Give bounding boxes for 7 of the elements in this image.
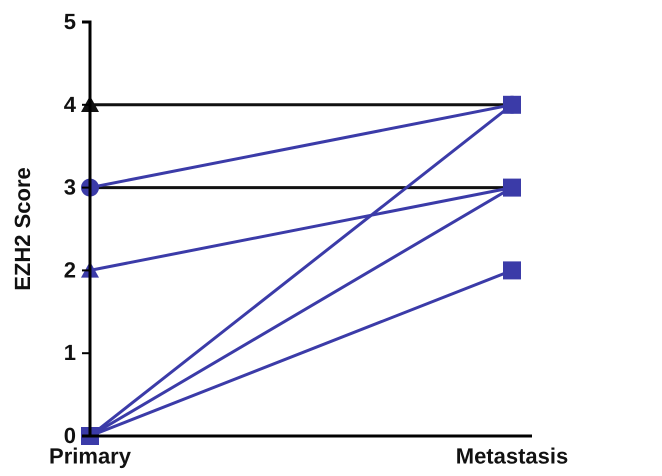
y-tick-label: 1 <box>64 340 76 366</box>
x-tick-label: Metastasis <box>456 444 568 469</box>
y-tick-label: 2 <box>64 257 76 282</box>
y-tick-label: 5 <box>64 9 76 34</box>
y-tick-label: 4 <box>64 92 77 117</box>
y-tick-label: 3 <box>64 174 76 200</box>
y-axis-title: EZH2 Score <box>10 167 35 291</box>
